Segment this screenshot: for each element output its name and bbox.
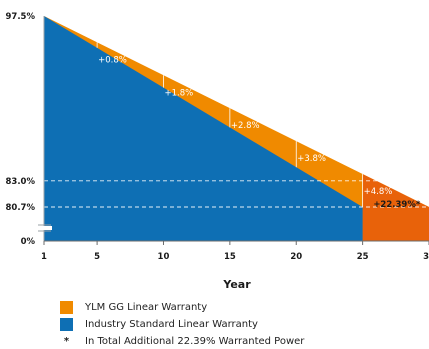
legend-footnote: * In Total Additional 22.39% Warranted P… [40,334,429,349]
industry-area [44,16,363,241]
y-tick-label-2: 80.7% [6,203,36,213]
chart-axes [38,16,429,245]
gap-label-1: +1.8% [164,88,193,98]
legend-label-industry: Industry Standard Linear Warranty [85,319,258,330]
legend-item-ylm: YLM GG Linear Warranty [40,300,429,315]
gap-label-3: +3.8% [297,154,326,164]
chart-labels: 97.5%83.0%80.7%0%151015202530Year [6,12,429,291]
extension-area [362,174,429,241]
gap-label-4: +4.8% [364,187,393,197]
legend-item-industry: Industry Standard Linear Warranty [40,317,429,332]
x-tick-label-3: 15 [224,252,236,262]
gap-annotations: +0.8% +1.8% +2.8% +3.8% +4.8% +22.39%* [96,42,421,210]
x-tick-label-6: 30 [423,252,429,262]
legend-swatch-ylm [60,301,73,314]
x-tick-label-1: 5 [94,252,100,262]
footnote-symbol: * [63,336,70,347]
legend: YLM GG Linear Warranty Industry Standard… [40,300,429,349]
x-tick-label-4: 20 [290,252,302,262]
warranty-chart: +0.8% +1.8% +2.8% +3.8% +4.8% +22.39%* 97.5% 8… [6,12,429,291]
x-tick-label-2: 10 [158,252,170,262]
y-tick-label-3: 0% [21,237,36,247]
total-annotation: +22.39%* [373,200,421,210]
x-axis-title: Year [222,278,251,291]
x-tick-label-5: 25 [357,252,369,262]
axis-break-gap [38,226,52,230]
legend-swatch-industry [60,318,73,331]
gap-label-0: +0.8% [98,55,127,65]
y-tick-label-1: 83.0% [6,177,36,187]
legend-label-ylm: YLM GG Linear Warranty [85,302,208,313]
chart-areas [44,16,429,241]
gap-label-2: +2.8% [231,121,260,131]
reference-lines [44,180,429,208]
x-tick-label-0: 1 [41,252,47,262]
y-tick-label-0: 97.5% [6,12,36,22]
footnote-text: In Total Additional 22.39% Warranted Pow… [85,336,305,347]
